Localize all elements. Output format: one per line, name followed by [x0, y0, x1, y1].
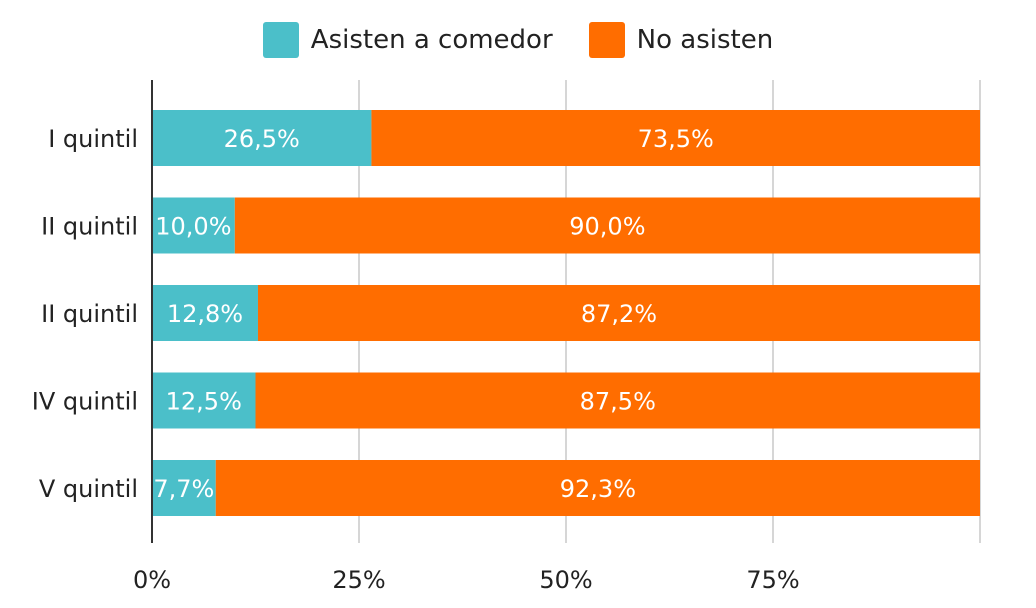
category-label-2: II quintil: [41, 213, 138, 241]
bar-asisten-4: [152, 372, 256, 429]
category-label-3: II quintil: [41, 300, 138, 328]
category-label-4: IV quintil: [32, 388, 138, 416]
data-label-no-asisten-5: 92,3%: [560, 475, 636, 503]
data-label-no-asisten-3: 87,2%: [581, 300, 657, 328]
bar-no-asisten-5: [215, 460, 981, 516]
data-label-asisten-2: 10,0%: [155, 213, 231, 241]
data-label-no-asisten-1: 73,5%: [638, 125, 714, 153]
legend-swatch-asisten: [262, 22, 299, 58]
data-label-asisten-5: 7,7%: [153, 475, 214, 503]
bar-asisten-1: [152, 110, 372, 166]
data-label-no-asisten-2: 90,0%: [569, 213, 645, 241]
x-tick-label-25: 25%: [332, 566, 385, 594]
legend-item-no-asisten: No asisten: [588, 22, 774, 58]
legend-label-asisten: Asisten a comedor: [310, 25, 553, 55]
bar-no-asisten-1: [371, 110, 980, 166]
data-label-asisten-3: 12,8%: [167, 300, 243, 328]
data-label-no-asisten-4: 87,5%: [580, 388, 656, 416]
x-tick-label-75: 75%: [746, 566, 799, 594]
bar-asisten-3: [152, 285, 258, 341]
x-tick-label-0: 0%: [133, 566, 171, 594]
legend-label-no-asisten: No asisten: [636, 25, 774, 55]
category-label-1: I quintil: [48, 125, 138, 153]
bar-asisten-5: [152, 460, 216, 516]
legend-item-asisten: Asisten a comedor: [262, 22, 553, 58]
legend: Asisten a comedor No asisten: [0, 22, 1036, 58]
data-label-asisten-4: 12,5%: [166, 388, 242, 416]
legend-swatch-no-asisten: [588, 22, 625, 58]
x-tick-label-50: 50%: [539, 566, 592, 594]
bar-no-asisten-3: [257, 285, 980, 341]
bar-asisten-2: [152, 197, 235, 254]
bar-no-asisten-4: [255, 372, 980, 429]
data-label-asisten-1: 26,5%: [224, 125, 300, 153]
bar-no-asisten-2: [234, 197, 981, 254]
category-label-5: V quintil: [39, 475, 138, 503]
